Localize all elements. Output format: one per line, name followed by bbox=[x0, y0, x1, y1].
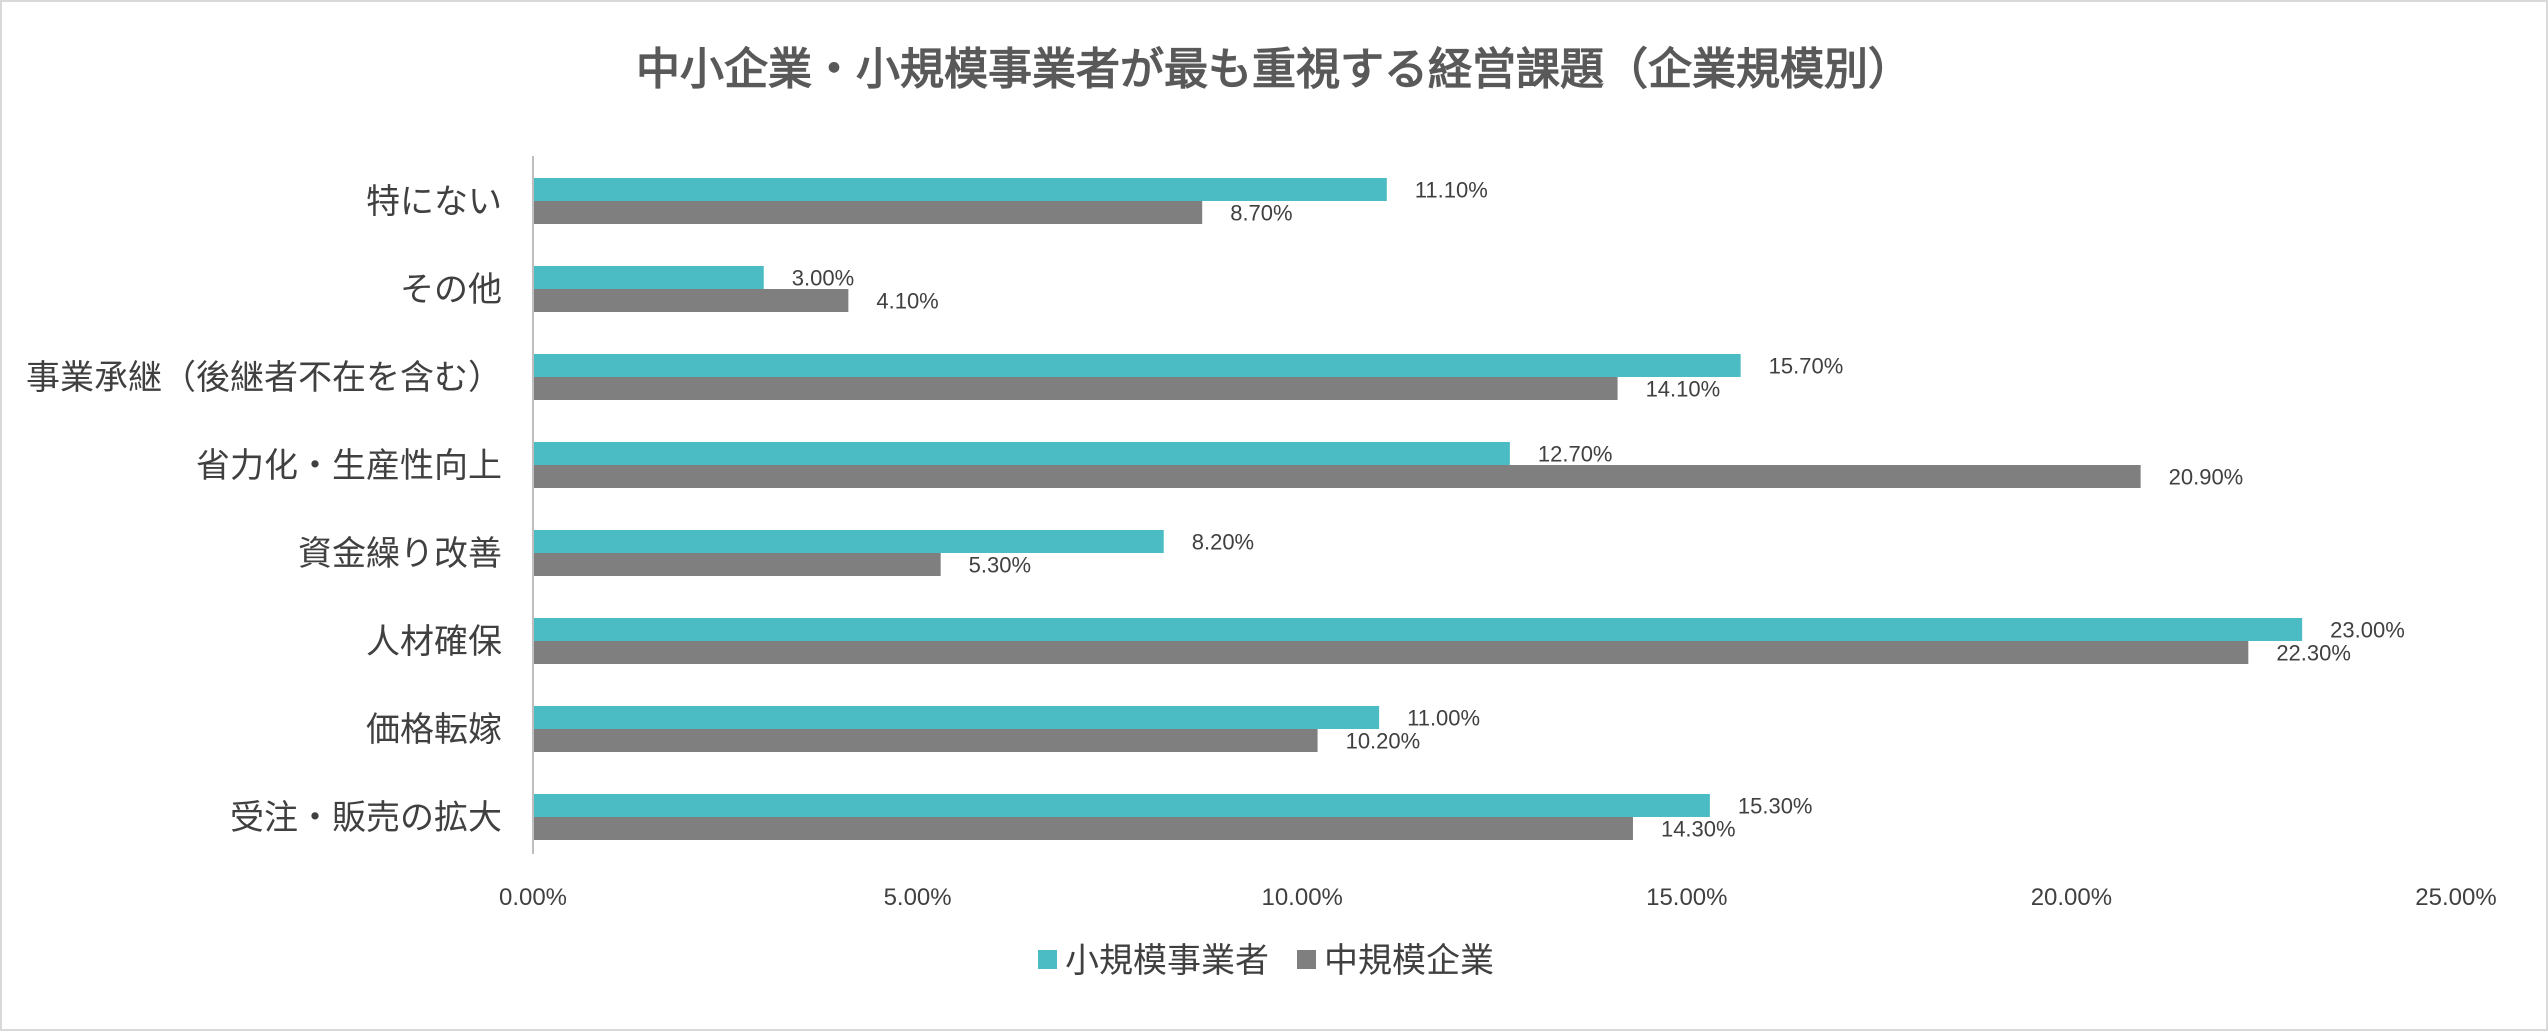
category-label: 特にない bbox=[366, 182, 502, 222]
legend: 小規模事業者 中規模企業 bbox=[1038, 941, 1494, 981]
bar-medium-enterprise bbox=[534, 465, 2141, 488]
bar-small-business bbox=[534, 266, 764, 289]
data-label: 10.20% bbox=[1346, 729, 1421, 754]
bar-medium-enterprise bbox=[534, 201, 1203, 224]
bar-medium-enterprise bbox=[534, 553, 941, 576]
bar-small-business bbox=[534, 706, 1380, 729]
category-label: 資金繰り改善 bbox=[298, 534, 502, 574]
bar-medium-enterprise bbox=[534, 289, 849, 312]
data-label: 3.00% bbox=[792, 266, 854, 291]
data-label: 5.30% bbox=[969, 553, 1031, 578]
bar-medium-enterprise bbox=[534, 641, 2249, 664]
data-label: 12.70% bbox=[1538, 442, 1613, 467]
category-label: 省力化・生産性向上 bbox=[196, 446, 502, 486]
bar-small-business bbox=[534, 530, 1164, 553]
legend-label: 中規模企業 bbox=[1324, 941, 1494, 981]
data-label: 8.70% bbox=[1230, 201, 1292, 226]
data-label: 23.00% bbox=[2330, 618, 2405, 643]
x-tick-label: 0.00% bbox=[499, 884, 567, 911]
x-tick-label: 20.00% bbox=[2031, 884, 2112, 911]
data-label: 15.70% bbox=[1769, 354, 1844, 379]
x-tick-label: 25.00% bbox=[2415, 884, 2496, 911]
data-label: 14.10% bbox=[1646, 377, 1721, 402]
data-label: 14.30% bbox=[1661, 817, 1736, 842]
category-label: 人材確保 bbox=[366, 622, 502, 662]
category-label: その他 bbox=[400, 270, 502, 310]
x-tick-label: 15.00% bbox=[1646, 884, 1727, 911]
category-label: 受注・販売の拡大 bbox=[230, 798, 502, 838]
data-label: 22.30% bbox=[2276, 641, 2351, 666]
x-tick-label: 5.00% bbox=[884, 884, 952, 911]
chart-title: 中小企業・小規模事業者が最も重視する経営課題（企業規模別） bbox=[636, 44, 1912, 95]
x-axis: 0.00% 5.00% 10.00% 15.00% 20.00% 25.00% bbox=[499, 884, 2497, 911]
bar-small-business bbox=[534, 178, 1387, 201]
data-label: 11.00% bbox=[1407, 706, 1480, 731]
category-label: 価格転嫁 bbox=[366, 710, 502, 750]
x-tick-label: 10.00% bbox=[1261, 884, 1342, 911]
category-label: 事業承継（後継者不在を含む） bbox=[26, 358, 502, 398]
bar-small-business bbox=[534, 618, 2303, 641]
data-label: 11.10% bbox=[1415, 178, 1488, 203]
bar-medium-enterprise bbox=[534, 817, 1633, 840]
plot-area: 特にない 11.10% 8.70% その他 3.00% 4.10% 事業承継（後継者不在を含… bbox=[26, 156, 2405, 854]
bar-small-business bbox=[534, 354, 1741, 377]
data-label: 20.90% bbox=[2169, 465, 2244, 490]
legend-swatch bbox=[1038, 950, 1057, 969]
legend-label: 小規模事業者 bbox=[1065, 941, 1269, 981]
bar-medium-enterprise bbox=[534, 377, 1618, 400]
data-label: 4.10% bbox=[876, 289, 938, 314]
data-label: 15.30% bbox=[1738, 794, 1813, 819]
bar-medium-enterprise bbox=[534, 729, 1318, 752]
bar-small-business bbox=[534, 442, 1510, 465]
data-label: 8.20% bbox=[1192, 530, 1254, 555]
bar-small-business bbox=[534, 794, 1710, 817]
legend-swatch bbox=[1297, 950, 1316, 969]
